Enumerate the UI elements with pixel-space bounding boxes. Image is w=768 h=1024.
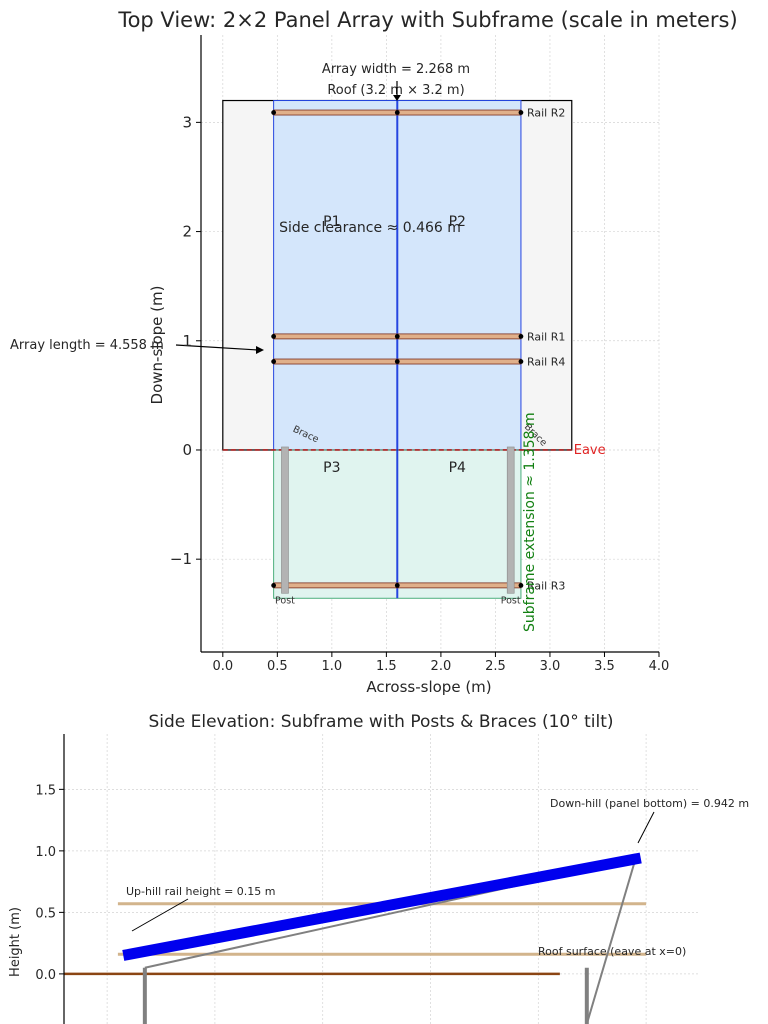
post-bar [281, 446, 289, 594]
x-tick-label: 0.0 [212, 659, 233, 674]
downhill-annotation: Down-hill (panel bottom) = 0.942 m [550, 797, 749, 810]
post-label: Post [501, 595, 521, 606]
rail-anchor-dot [394, 582, 400, 588]
x-tick-label: 2.0 [431, 659, 452, 674]
array-length-arrowhead [256, 346, 264, 354]
post-label: Post [275, 595, 295, 606]
side-clearance-annotation: Side clearance ≈ 0.466 m [279, 220, 461, 236]
rail-anchor-dot [518, 110, 524, 115]
uphill-annotation: Up-hill rail height = 0.15 m [126, 885, 276, 898]
top-view-ylabel: Down-slope (m) [148, 286, 166, 405]
top-view-y-ticks: 3 2 1 0 −1 [170, 113, 201, 568]
side-posts [142, 859, 637, 1024]
y-tick-label: 0.5 [35, 906, 56, 921]
eave-label: Eave [574, 443, 606, 458]
y-tick-label: −1 [170, 550, 192, 568]
rail-anchor-dot [271, 334, 277, 339]
x-tick-label: 1.5 [376, 659, 397, 674]
rail-anchor-dot [518, 334, 524, 339]
x-tick-label: 1.0 [322, 659, 343, 674]
side-view-title: Side Elevation: Subframe with Posts & Br… [148, 712, 613, 732]
side-view-ylabel: Height (m) [8, 907, 23, 977]
subframe-extension-annotation: Subframe extension ≈ 1.358 m [522, 412, 538, 632]
array-width-arrowhead [393, 95, 401, 101]
roof-surface-annotation: Roof surface (eave at x=0) [538, 945, 686, 958]
y-tick-label: 1.0 [35, 845, 56, 860]
array-width-annotation: Array width = 2.268 m [322, 62, 470, 77]
side-view-y-ticks: 1.51.00.50.0−0.5 [35, 783, 64, 983]
side-post-diagonal [585, 859, 637, 1024]
rails: Rail R2 Rail R1 Rail R4 Rail R3 [271, 107, 565, 592]
top-view: Top View: 2×2 Panel Array with Subframe … [10, 8, 738, 696]
x-tick-label: 3.0 [540, 659, 561, 674]
downhill-arrow [637, 811, 655, 844]
y-tick-label: 3 [182, 113, 192, 131]
rail-label: Rail R2 [527, 107, 565, 120]
side-view: Side Elevation: Subframe with Posts & Br… [8, 712, 749, 1024]
x-tick-label: 0.5 [267, 659, 288, 674]
panel-labels: P1 P2 P3 P4 [323, 214, 466, 476]
rail-label: Rail R1 [527, 330, 565, 343]
y-tick-label: 0 [182, 441, 192, 459]
posts: Post Post [275, 446, 521, 606]
uphill-arrow [131, 898, 189, 932]
panel-label: P2 [449, 214, 466, 230]
rail-anchor-dot [394, 110, 400, 115]
top-view-x-ticks: 0.0 0.5 1.0 1.5 2.0 2.5 3.0 3.5 4.0 [212, 652, 669, 674]
panel-label: P4 [449, 460, 466, 476]
post-bar [506, 446, 515, 594]
y-tick-label: 0.0 [35, 968, 56, 983]
y-tick-label: 1 [182, 332, 192, 350]
array-length-annotation: Array length = 4.558 m [10, 338, 164, 353]
rail-anchor-dot [394, 334, 400, 339]
rail-anchor-dot [518, 359, 524, 364]
x-tick-label: 4.0 [649, 659, 670, 674]
y-tick-label: 1.5 [35, 783, 56, 798]
rail-anchor-dot [271, 582, 277, 588]
rail-label: Rail R3 [527, 579, 565, 592]
rail-anchor-dot [394, 359, 400, 364]
x-tick-label: 2.5 [485, 659, 506, 674]
roof-size-annotation: Roof (3.2 m × 3.2 m) [327, 83, 464, 98]
panel-label: P3 [323, 460, 340, 476]
rail-label: Rail R4 [527, 356, 565, 369]
top-view-title: Top View: 2×2 Panel Array with Subframe … [117, 8, 737, 32]
top-view-xlabel: Across-slope (m) [366, 678, 491, 696]
rail-anchor-dot [271, 110, 277, 115]
rail-anchor-dot [518, 582, 524, 588]
side-panel [122, 852, 642, 961]
array-length-arrow [175, 344, 259, 351]
rail-anchor-dot [271, 359, 277, 364]
side-view-grid [64, 734, 700, 1024]
y-tick-label: 2 [182, 223, 192, 241]
panel-label: P1 [323, 214, 340, 230]
x-tick-label: 3.5 [594, 659, 615, 674]
